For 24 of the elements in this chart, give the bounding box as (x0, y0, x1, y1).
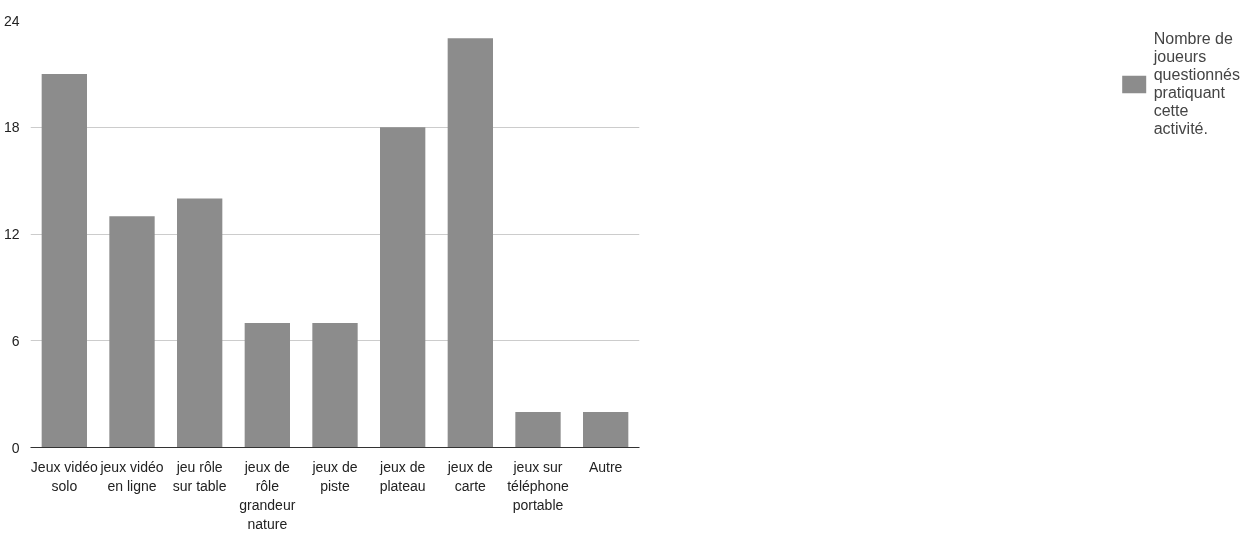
y-tick-label: 0 (11, 439, 20, 456)
legend-label: Nombre de joueurs questionnés pratiquant cette activité. (1153, 30, 1240, 138)
y-tick-label: 12 (3, 226, 20, 242)
bar (447, 38, 493, 448)
bar (312, 322, 358, 448)
y-tick-label: 6 (11, 332, 20, 349)
bar (109, 216, 155, 448)
x-tick-label: jeux de carte (446, 458, 494, 494)
x-tick-label: jeux sur téléphone portable (507, 458, 569, 513)
x-tick-label: jeux de piste (311, 458, 358, 494)
x-tick-label: jeu rôle sur table (172, 458, 227, 494)
bar (244, 322, 290, 448)
y-tick-label: 24 (3, 12, 20, 29)
x-tick-label: jeux de rôle grandeur nature (239, 458, 296, 533)
y-tick-label: 18 (3, 119, 20, 136)
x-tick-label: Autre (588, 458, 623, 475)
x-tick-label: jeux de plateau (379, 458, 426, 494)
bar (380, 127, 426, 448)
bar (41, 73, 87, 448)
x-tick-label: jeux vidéo en ligne (99, 458, 164, 494)
bar (177, 198, 223, 448)
x-tick-label: Jeux vidéo solo (30, 458, 99, 494)
bar (583, 411, 629, 448)
bar (515, 411, 561, 448)
